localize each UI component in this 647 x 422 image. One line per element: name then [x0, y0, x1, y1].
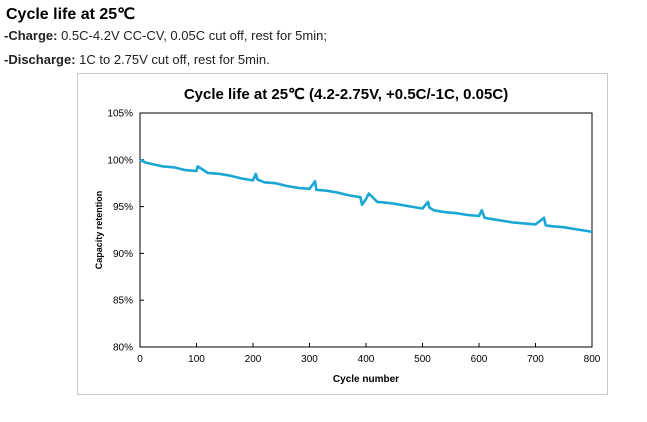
charge-text: 0.5C-4.2V CC-CV, 0.05C cut off, rest for… [61, 28, 327, 43]
y-tick-label: 85% [113, 296, 133, 307]
discharge-condition: -Discharge: 1C to 2.75V cut off, rest fo… [4, 52, 270, 67]
y-tick-label: 95% [113, 202, 133, 213]
x-tick-label: 300 [301, 354, 318, 365]
y-axis-label: Capacity retention [94, 191, 104, 270]
chart-title: Cycle life at 25℃ (4.2-2.75V, +0.5C/-1C,… [184, 86, 508, 103]
plot-area [139, 112, 593, 348]
x-tick-label: 500 [414, 354, 431, 365]
discharge-label: -Discharge: [4, 52, 76, 67]
x-tick-label: 800 [584, 354, 601, 365]
x-axis-label: Cycle number [333, 374, 399, 385]
x-tick-label: 600 [471, 354, 488, 365]
x-tick-label: 100 [188, 354, 205, 365]
charge-condition: -Charge: 0.5C-4.2V CC-CV, 0.05C cut off,… [4, 28, 327, 43]
y-tick-label: 100% [107, 155, 133, 166]
charge-label: -Charge: [4, 28, 58, 43]
y-tick-label: 105% [107, 109, 133, 120]
discharge-text: 1C to 2.75V cut off, rest for 5min. [79, 52, 270, 67]
y-tick-label: 90% [113, 249, 133, 260]
x-tick-label: 400 [358, 354, 375, 365]
x-tick-label: 200 [245, 354, 262, 365]
x-tick-label: 0 [137, 354, 143, 365]
x-tick-label: 700 [527, 354, 544, 365]
y-tick-label: 80% [113, 343, 133, 354]
x-axis: 0 100 200 300 400 500 600 700 800 [137, 343, 601, 365]
y-axis: 80% 85% 90% 95% 100% 105% [107, 109, 144, 354]
capacity-series-line [139, 158, 593, 234]
page-heading: Cycle life at 25℃ [6, 6, 136, 23]
